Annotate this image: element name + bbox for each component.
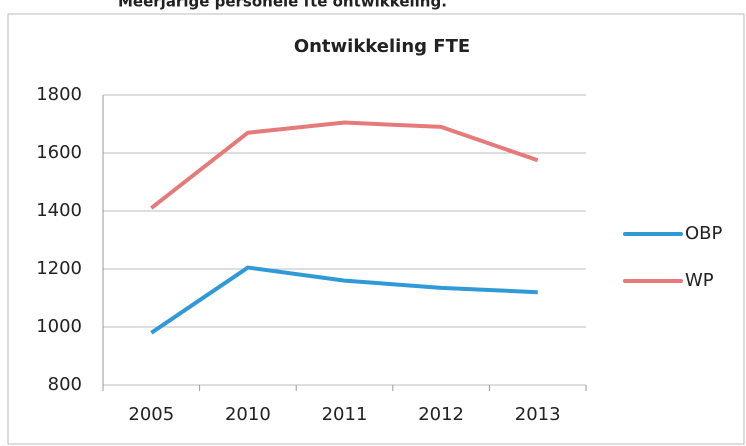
x-tick-label: 2010: [225, 404, 271, 425]
series-line: [150, 265, 538, 335]
y-tick-label: 1000: [36, 316, 82, 337]
y-tick-label: 800: [48, 374, 82, 395]
legend-label: WP: [685, 270, 714, 291]
page-heading: Meerjarige personele fte ontwikkeling.: [118, 0, 447, 11]
x-tick-label: 2013: [515, 404, 561, 425]
x-tick-label: 2012: [418, 404, 464, 425]
chart-title: Ontwikkeling FTE: [294, 36, 470, 57]
y-tick-label: 1800: [36, 84, 82, 105]
y-tick-label: 1600: [36, 142, 82, 163]
y-tick-label: 1400: [36, 200, 82, 221]
series-line: [150, 120, 539, 210]
x-tick-label: 2005: [128, 404, 174, 425]
legend-label: OBP: [685, 223, 723, 244]
y-tick-label: 1200: [36, 258, 82, 279]
x-tick-label: 2011: [322, 404, 368, 425]
chart-frame: [7, 13, 745, 445]
